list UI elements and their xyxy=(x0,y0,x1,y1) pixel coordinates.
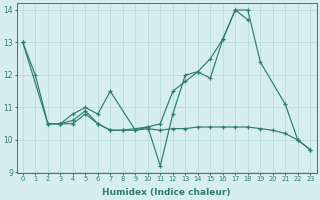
X-axis label: Humidex (Indice chaleur): Humidex (Indice chaleur) xyxy=(102,188,231,197)
